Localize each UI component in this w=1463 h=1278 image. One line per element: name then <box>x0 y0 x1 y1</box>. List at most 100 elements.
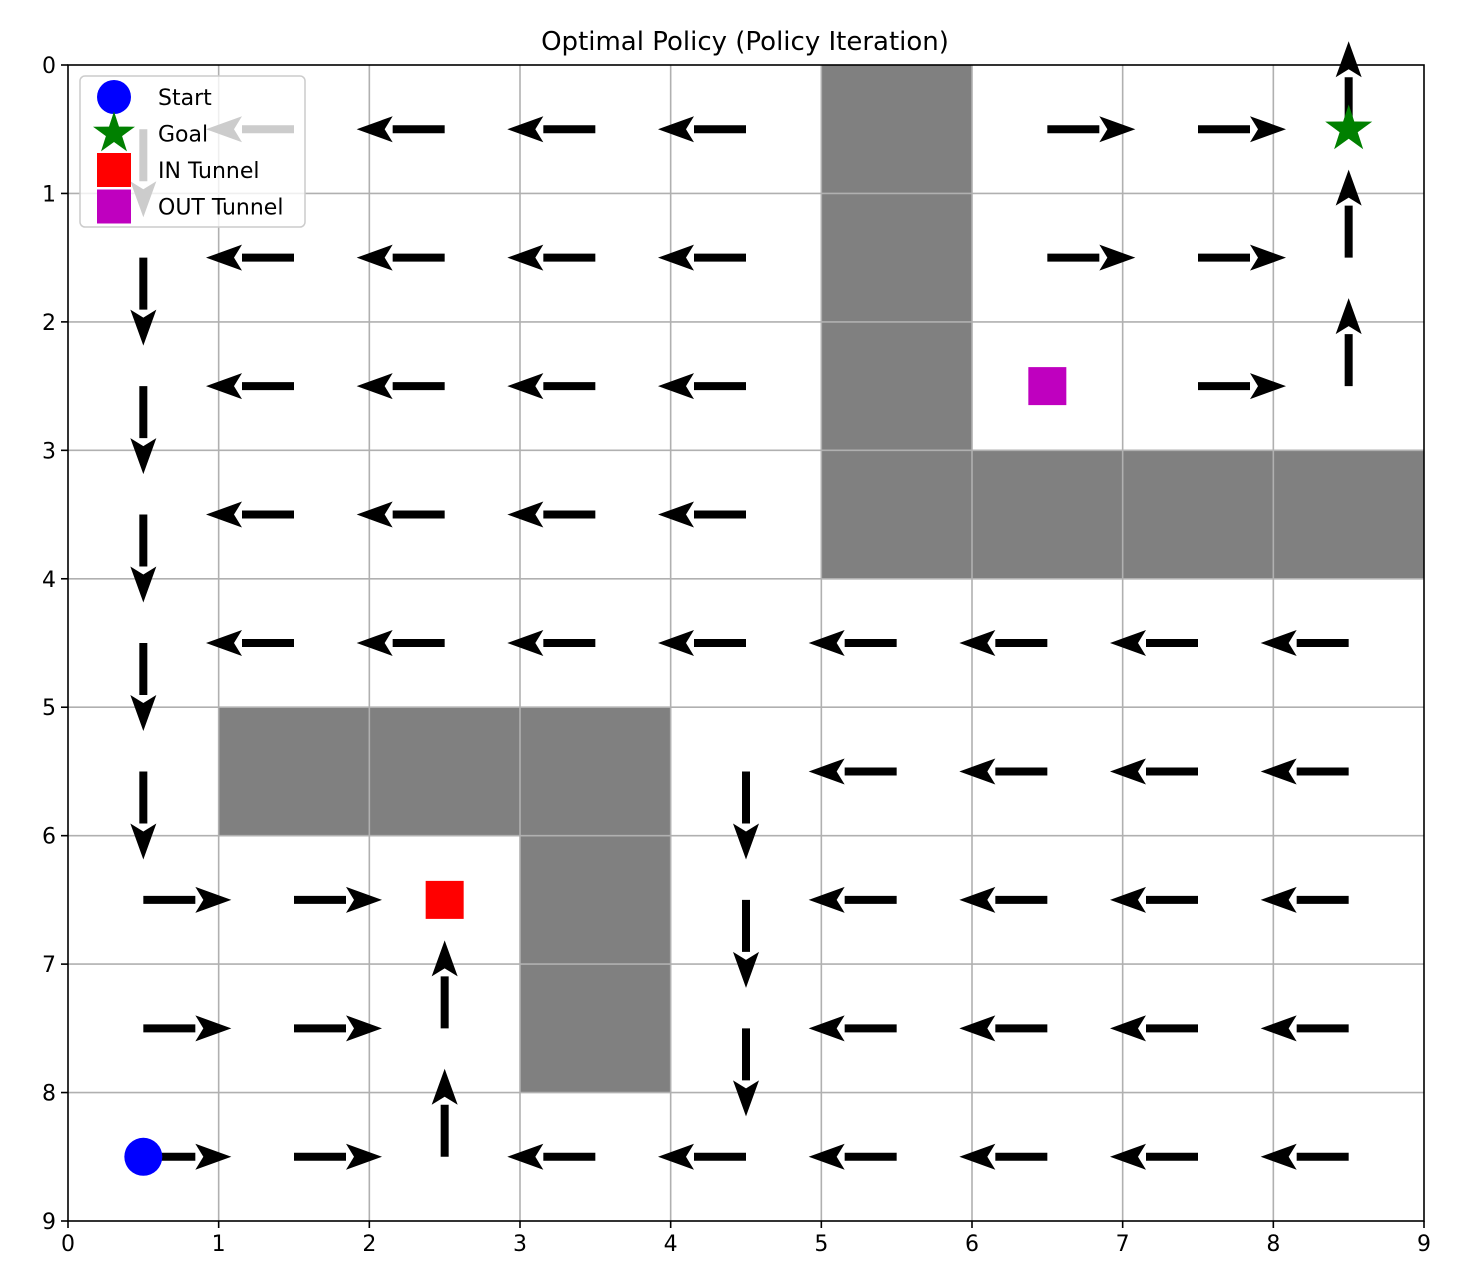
arrow-head <box>1110 630 1146 656</box>
policy-arrow-down <box>733 771 759 860</box>
policy-arrow-left <box>1260 1143 1349 1170</box>
y-tick-label: 6 <box>42 825 56 850</box>
arrow-head <box>507 373 544 400</box>
policy-arrow-left <box>658 373 746 400</box>
arrow-head <box>1335 169 1362 206</box>
policy-arrow-down <box>733 899 759 988</box>
y-tick-label: 2 <box>42 311 56 336</box>
legend-label-goal: Goal <box>158 123 208 148</box>
policy-arrow-left <box>356 501 445 528</box>
arrow-head <box>356 373 393 400</box>
arrow-head <box>1110 886 1146 913</box>
arrow-head <box>431 1068 458 1105</box>
arrow-head <box>130 823 157 860</box>
policy-arrow-left <box>1260 1015 1349 1042</box>
policy-arrow-left <box>356 630 445 656</box>
arrow-head <box>1335 298 1362 335</box>
policy-arrow-left <box>507 501 596 528</box>
markers-layer <box>124 104 1373 1176</box>
wall-cell <box>821 321 972 451</box>
arrow-head <box>1099 244 1136 271</box>
in-tunnel-marker <box>425 880 464 919</box>
y-tick-label: 1 <box>42 182 56 207</box>
arrow-head <box>507 1143 544 1170</box>
x-tick-label: 2 <box>362 1232 376 1257</box>
arrow-head <box>130 438 157 475</box>
x-tick-label: 0 <box>61 1232 75 1257</box>
policy-arrow-left <box>959 886 1048 913</box>
arrow-head <box>808 630 845 656</box>
arrow-head <box>658 501 694 528</box>
policy-arrow-left <box>808 758 897 785</box>
arrow-head <box>959 758 996 785</box>
policy-arrow-left <box>356 244 445 271</box>
wall-cell <box>821 450 972 579</box>
arrow-head <box>346 1143 382 1170</box>
x-tick-label: 9 <box>1417 1232 1431 1257</box>
policy-arrow-left <box>959 630 1048 656</box>
x-tick-label: 5 <box>814 1232 828 1257</box>
arrow-head <box>1110 1015 1146 1042</box>
walls-layer <box>218 65 1424 1093</box>
policy-arrow-left <box>206 244 294 271</box>
policy-arrow-down <box>130 257 157 346</box>
policy-arrow-right <box>1198 373 1286 400</box>
plot-frame <box>67 64 1425 1222</box>
arrows-layer <box>130 41 1362 1170</box>
policy-arrow-right <box>294 886 382 913</box>
arrow-head <box>206 501 242 528</box>
out-tunnel-marker <box>1028 367 1067 406</box>
policy-arrow-right <box>143 1015 232 1042</box>
arrow-head <box>733 823 759 860</box>
y-tick-label: 5 <box>42 696 56 721</box>
y-tick-label: 4 <box>42 568 56 593</box>
arrow-head <box>1335 41 1362 78</box>
policy-arrow-left <box>1260 886 1349 913</box>
wall-cell <box>520 835 671 965</box>
arrow-head <box>1260 1143 1297 1170</box>
arrow-head <box>733 1080 759 1117</box>
policy-arrow-left <box>808 630 897 656</box>
legend-label-start: Start <box>158 86 212 111</box>
arrow-head <box>431 940 458 977</box>
policy-arrow-left <box>507 630 596 656</box>
arrow-head <box>507 116 544 143</box>
start-marker <box>124 1137 163 1176</box>
policy-arrow-right <box>294 1143 382 1170</box>
policy-arrow-left <box>1110 1015 1198 1042</box>
policy-arrow-left <box>1260 758 1349 785</box>
policy-arrow-left <box>1110 758 1198 785</box>
policy-arrow-up <box>1335 298 1362 387</box>
policy-arrow-left <box>658 501 746 528</box>
policy-arrow-right <box>1047 244 1136 271</box>
wall-cell <box>821 193 972 322</box>
policy-arrow-left <box>959 758 1048 785</box>
arrow-head <box>1099 116 1136 143</box>
wall-cell <box>821 65 972 194</box>
legend-label-in: IN Tunnel <box>158 159 260 184</box>
arrow-head <box>959 630 996 656</box>
arrow-head <box>346 1015 382 1042</box>
legend-box <box>79 75 306 228</box>
wall-cell <box>1122 450 1274 579</box>
policy-arrow-right <box>1198 116 1286 143</box>
arrow-head <box>658 1143 694 1170</box>
arrow-head <box>959 886 996 913</box>
arrow-head <box>1250 244 1286 271</box>
policy-arrow-left <box>808 1143 897 1170</box>
arrow-head <box>507 630 544 656</box>
arrow-head <box>1250 373 1286 400</box>
legend-marker-out <box>97 189 131 224</box>
policy-arrow-left <box>658 116 746 143</box>
policy-arrow-left <box>808 1015 897 1042</box>
policy-arrow-left <box>507 373 596 400</box>
y-tick-label: 9 <box>42 1210 56 1235</box>
arrow-head <box>808 1015 845 1042</box>
policy-arrow-left <box>356 116 445 143</box>
legend-marker-in <box>97 153 131 187</box>
policy-arrow-left <box>507 244 596 271</box>
policy-arrow-right <box>294 1015 382 1042</box>
arrow-head <box>356 630 393 656</box>
